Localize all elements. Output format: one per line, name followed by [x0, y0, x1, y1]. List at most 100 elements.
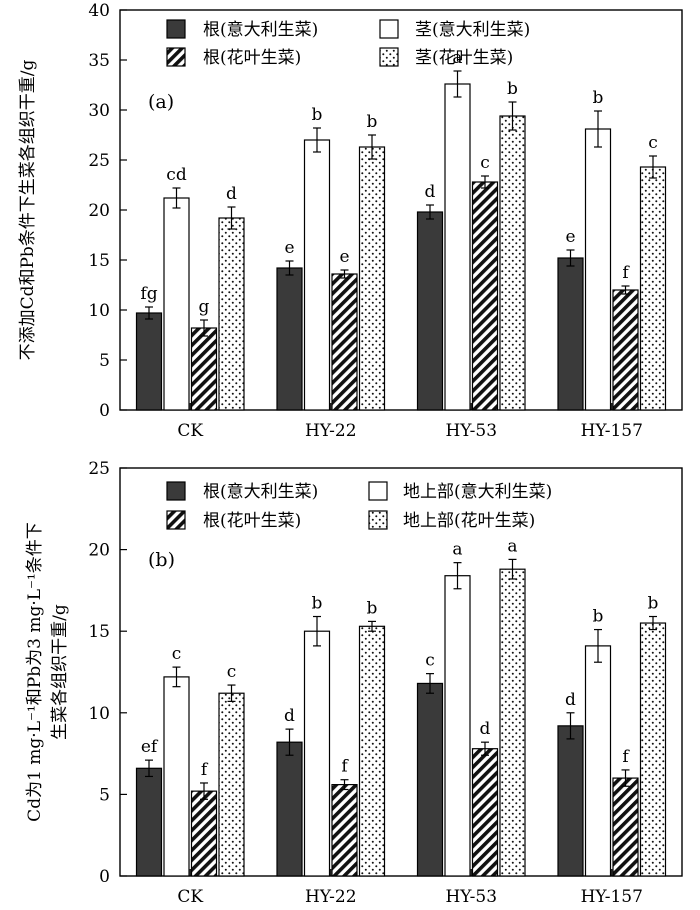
bar-a — [471, 181, 499, 411]
significance-letter-a: b — [367, 112, 378, 132]
bar-b — [331, 784, 358, 877]
bar-a — [584, 128, 612, 411]
panel-label-b: (b) — [148, 549, 175, 571]
x-tick-label-a: HY-22 — [305, 421, 357, 441]
bar-b — [444, 575, 471, 877]
x-tick-label-a: CK — [177, 421, 203, 441]
bar-b — [584, 645, 612, 877]
x-tick-label-b: HY-53 — [445, 887, 497, 907]
significance-letter-b: b — [312, 594, 323, 614]
bar-a — [639, 166, 667, 411]
bar-a — [612, 289, 639, 411]
plot-frame-b — [119, 467, 683, 877]
y-tick-label-a: 35 — [88, 51, 110, 71]
significance-letter-b: f — [622, 747, 630, 767]
significance-letter-a: a — [452, 48, 462, 68]
significance-letter-b: b — [593, 607, 604, 627]
significance-letter-a: b — [593, 88, 604, 108]
bar-b — [303, 630, 331, 877]
legend-b: 根(意大利生菜) 地上部(意大利生菜) 根(花叶生菜) 地上部(花叶生菜) — [166, 481, 552, 531]
legend-label-a: 根(意大利生菜) — [203, 20, 318, 40]
bar-b — [218, 692, 245, 877]
bar-b — [499, 568, 526, 877]
y-tick-label-a: 0 — [99, 401, 110, 421]
axes-b: 0 5 10 15 20 25 CK HY-22 HY-53 HY-157 — [88, 459, 683, 907]
panel-label-a: (a) — [148, 91, 174, 113]
x-tick-label-b: HY-22 — [305, 887, 357, 907]
y-tick-label-a: 10 — [88, 301, 110, 321]
legend-swatch-b — [166, 510, 186, 530]
y-tick-label-b: 5 — [99, 785, 110, 805]
significance-letter-a: d — [226, 184, 237, 204]
legend-label-b: 根(意大利生菜) — [203, 482, 318, 502]
legend-label-b: 地上部(花叶生菜) — [403, 511, 535, 531]
significance-letter-a: g — [199, 297, 210, 317]
bar-a — [444, 83, 471, 411]
significance-letter-a: c — [480, 153, 490, 173]
panel-a: 不添加Cd和Pb条件下生菜各组织干重/g (a) 0 5 10 15 20 25 30 35 4… — [18, 1, 683, 441]
legend-label-a: 茎(花叶生菜) — [415, 48, 513, 68]
y-tick-label-b: 0 — [99, 867, 110, 887]
bar-a — [276, 267, 303, 411]
bar-b — [190, 790, 218, 877]
bar-a — [416, 211, 444, 411]
legend-label-a: 茎(意大利生菜) — [415, 20, 530, 40]
legend-label-b: 根(花叶生菜) — [203, 511, 301, 531]
y-tick-label-a: 25 — [88, 151, 110, 171]
y-tick-label-a: 40 — [88, 1, 110, 21]
significance-letter-b: d — [480, 719, 491, 739]
x-tick-label-a: HY-157 — [581, 421, 643, 441]
y-axis-label-b-line1: Cd为1 mg·L⁻¹和Pb为3 mg·L⁻¹条件下 — [25, 522, 45, 822]
y-tick-label-b: 25 — [88, 459, 110, 479]
y-tick-label-a: 15 — [88, 251, 110, 271]
significance-letter-a: fg — [140, 284, 157, 304]
bar-b — [358, 625, 386, 877]
x-tick-label-b: CK — [177, 887, 203, 907]
bar-a — [190, 327, 218, 411]
bars-b: ef c f c d b f b c a d a d b f b — [135, 536, 667, 877]
y-tick-label-a: 30 — [88, 101, 110, 121]
significance-letter-b: f — [341, 757, 349, 777]
significance-letter-b: f — [201, 760, 209, 780]
bar-b — [639, 622, 667, 877]
bar-a — [557, 257, 584, 411]
significance-letter-a: c — [648, 133, 658, 153]
significance-letter-b: d — [565, 690, 576, 710]
legend-label-b: 地上部(意大利生菜) — [403, 482, 552, 502]
significance-letter-a: e — [339, 247, 349, 267]
bar-b — [612, 777, 639, 877]
x-tick-label-b: HY-157 — [581, 887, 643, 907]
bar-b — [416, 682, 444, 877]
bars-a: fg cd g d e b e b d a c b e b f c — [135, 48, 667, 411]
legend-swatch-a — [166, 47, 186, 67]
legend-a: 根(意大利生菜) 茎(意大利生菜) 根(花叶生菜) 茎(花叶生菜) — [166, 19, 530, 68]
significance-letter-b: ef — [141, 737, 159, 757]
bar-b — [276, 741, 303, 877]
bar-a — [218, 217, 245, 411]
y-axis-label-b-line2: 生菜各组织干重/g — [50, 604, 70, 740]
legend-swatch-a — [166, 19, 186, 39]
significance-letter-a: b — [507, 79, 518, 99]
significance-letter-b: c — [227, 662, 237, 682]
bar-a — [135, 312, 163, 411]
panel-b: Cd为1 mg·L⁻¹和Pb为3 mg·L⁻¹条件下 生菜各组织干重/g (b)… — [25, 459, 683, 907]
y-tick-label-a: 5 — [99, 351, 110, 371]
bar-a — [499, 115, 526, 411]
x-tick-label-a: HY-53 — [445, 421, 497, 441]
significance-letter-b: c — [425, 651, 435, 671]
significance-letter-a: f — [622, 263, 630, 283]
y-tick-label-b: 15 — [88, 622, 110, 642]
significance-letter-b: d — [284, 706, 295, 726]
bar-b — [557, 725, 584, 877]
significance-letter-a: d — [425, 182, 436, 202]
legend-swatch-b — [368, 481, 388, 501]
significance-letter-a: b — [312, 105, 323, 125]
significance-letter-b: c — [172, 644, 182, 664]
axes-a: 0 5 10 15 20 25 30 35 40 CK HY-22 HY-53 HY-157 — [88, 1, 683, 441]
bar-a — [331, 273, 358, 411]
bar-a — [303, 139, 331, 411]
bar-b — [471, 748, 499, 877]
bar-a — [163, 197, 190, 411]
legend-label-a: 根(花叶生菜) — [203, 48, 301, 68]
